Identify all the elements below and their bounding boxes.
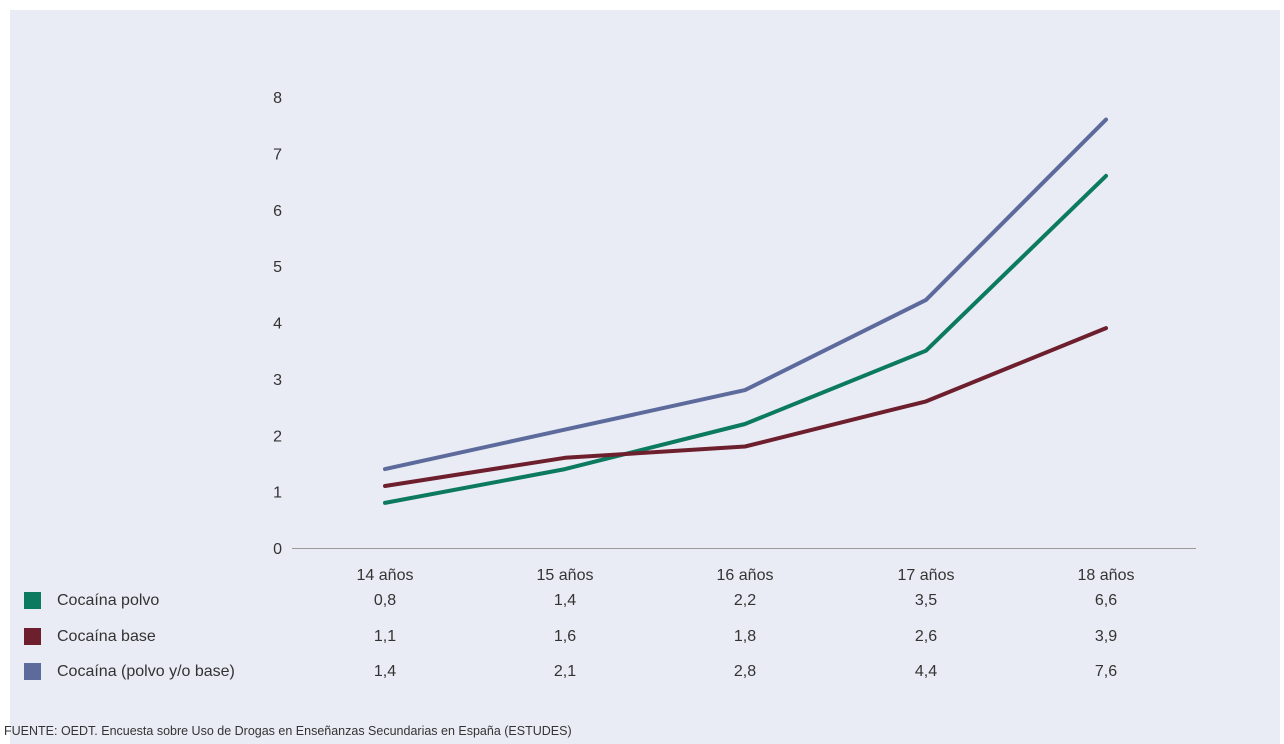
x-axis-ticks: 14 años 15 años 16 años 17 años 18 años — [357, 567, 1135, 584]
chart-panel — [10, 10, 1280, 744]
y-tick-label: 8 — [273, 90, 282, 107]
y-axis-ticks: 0 1 2 3 4 5 6 7 8 — [273, 90, 282, 558]
y-tick-label: 2 — [273, 428, 282, 445]
x-tick-label: 16 años — [717, 567, 774, 584]
y-tick-label: 5 — [273, 259, 282, 276]
y-tick-label: 3 — [273, 372, 282, 389]
x-tick-label: 14 años — [357, 567, 414, 584]
series-lines — [383, 117, 1108, 505]
x-tick-label: 17 años — [898, 567, 955, 584]
series-line-cocaina-base — [383, 326, 1108, 488]
y-tick-label: 4 — [273, 316, 282, 333]
y-tick-label: 1 — [273, 485, 282, 502]
y-tick-label: 7 — [273, 146, 282, 163]
source-note: FUENTE: OEDT. Encuesta sobre Uso de Drog… — [4, 724, 572, 738]
x-tick-label: 18 años — [1078, 567, 1135, 584]
series-line-cocaina-polvo — [383, 173, 1108, 505]
y-tick-label: 6 — [273, 203, 282, 220]
x-tick-label: 15 años — [537, 567, 594, 584]
y-tick-label: 0 — [273, 541, 282, 558]
series-line-cocaina-polvo-y-o-base — [383, 117, 1108, 472]
